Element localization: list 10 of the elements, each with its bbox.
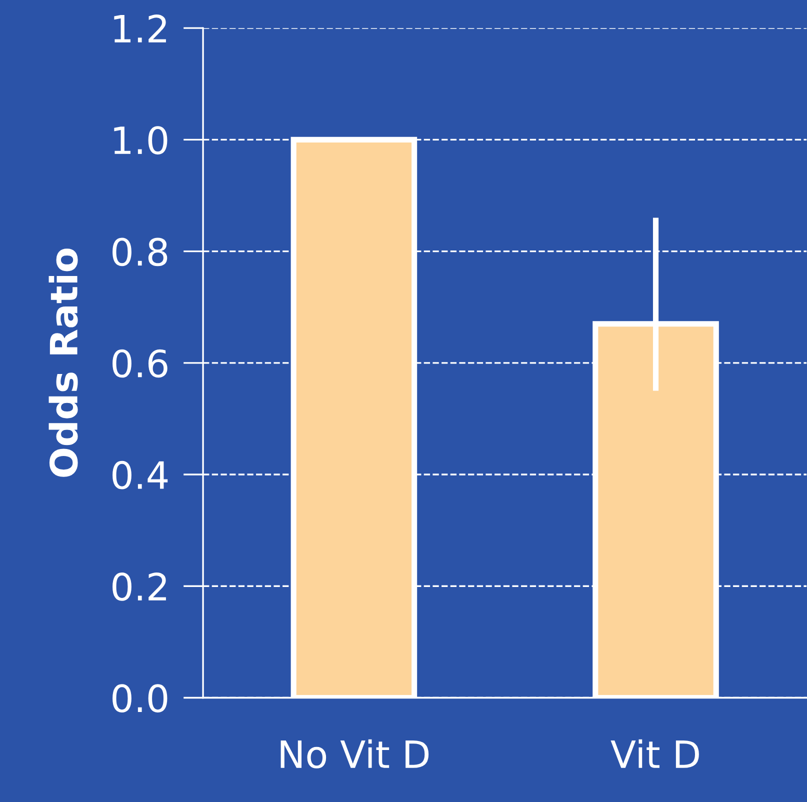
- y-tick-label: 1.2: [114, 14, 166, 42]
- y-tick-label: 0.6: [112, 349, 168, 378]
- y-tick-label: 1.0: [114, 126, 168, 154]
- y-tick-label: 0.0: [112, 684, 168, 713]
- x-tick-label: No Vit D: [280, 739, 429, 768]
- y-axis-title: Odds Ratio: [48, 248, 78, 477]
- y-tick-label: 0.4: [112, 460, 168, 490]
- x-tick-label: Vit D: [610, 739, 699, 768]
- y-tick-label: 0.8: [112, 238, 168, 266]
- y-tick-label: 0.2: [112, 572, 166, 601]
